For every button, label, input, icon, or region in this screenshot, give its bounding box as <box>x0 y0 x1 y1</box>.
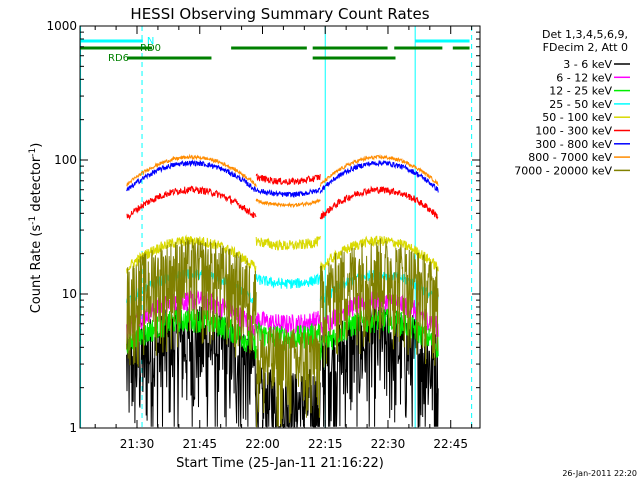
legend-label-1: 6 - 12 keV <box>556 71 612 84</box>
y-tick-label-2: 100 <box>54 153 77 167</box>
y-tick-label-3: 1000 <box>46 19 77 33</box>
flag-n-label: N <box>147 36 154 47</box>
axes: 1 10 100 1000 21:30 21:45 22:00 22:15 22:30 22:45 <box>46 19 481 451</box>
legend-label-3: 25 - 50 keV <box>549 98 612 111</box>
legend-label-8: 7000 - 20000 keV <box>514 164 612 177</box>
x-tick-label-3: 22:15 <box>308 437 343 451</box>
footer-timestamp: 26-Jan-2011 22:20 <box>562 469 637 478</box>
y-axis-label-sup1: -1 <box>28 216 38 225</box>
legend: Det 1,3,4,5,6,9, FDecim 2, Att 0 3 - 6 k… <box>514 28 630 177</box>
x-tick-label-0: 21:30 <box>120 437 155 451</box>
x-tick-label-2: 22:00 <box>245 437 280 451</box>
legend-label-5: 100 - 300 keV <box>535 125 612 138</box>
legend-label-7: 800 - 7000 keV <box>528 151 612 164</box>
y-axis-label-part1: Count Rate (s <box>29 225 44 314</box>
series-line-7 <box>126 153 439 209</box>
series-line-8 <box>126 238 439 428</box>
y-axis-label: Count Rate (s-1 detector-1) <box>28 143 44 314</box>
x-tick-label-4: 22:30 <box>371 437 406 451</box>
flag-rd0-label: RD0 <box>140 43 161 54</box>
x-tick-label-5: 22:45 <box>433 437 468 451</box>
legend-label-2: 12 - 25 keV <box>549 85 612 98</box>
y-axis-label-part3: ) <box>29 143 44 148</box>
chart-title: HESSI Observing Summary Count Rates <box>130 5 429 23</box>
flag-rd6-label: RD6 <box>108 53 129 64</box>
x-tick-label-1: 21:45 <box>182 437 217 451</box>
y-tick-label-1: 10 <box>62 287 77 301</box>
legend-header-line1: Det 1,3,4,5,6,9, <box>542 28 628 41</box>
plot-frame <box>79 25 481 429</box>
legend-header-line2: FDecim 2, Att 0 <box>543 41 628 54</box>
legend-label-0: 3 - 6 keV <box>563 58 612 71</box>
x-axis-label: Start Time (25-Jan-11 21:16:22) <box>176 456 384 471</box>
y-tick-label-0: 1 <box>69 421 77 435</box>
y-axis-label-part2: detector <box>29 156 44 216</box>
series-line-5 <box>126 173 439 221</box>
series-line-6 <box>126 159 439 198</box>
legend-label-6: 300 - 800 keV <box>535 138 612 151</box>
legend-label-4: 50 - 100 keV <box>542 111 612 124</box>
y-axis-label-sup2: -1 <box>28 148 38 157</box>
